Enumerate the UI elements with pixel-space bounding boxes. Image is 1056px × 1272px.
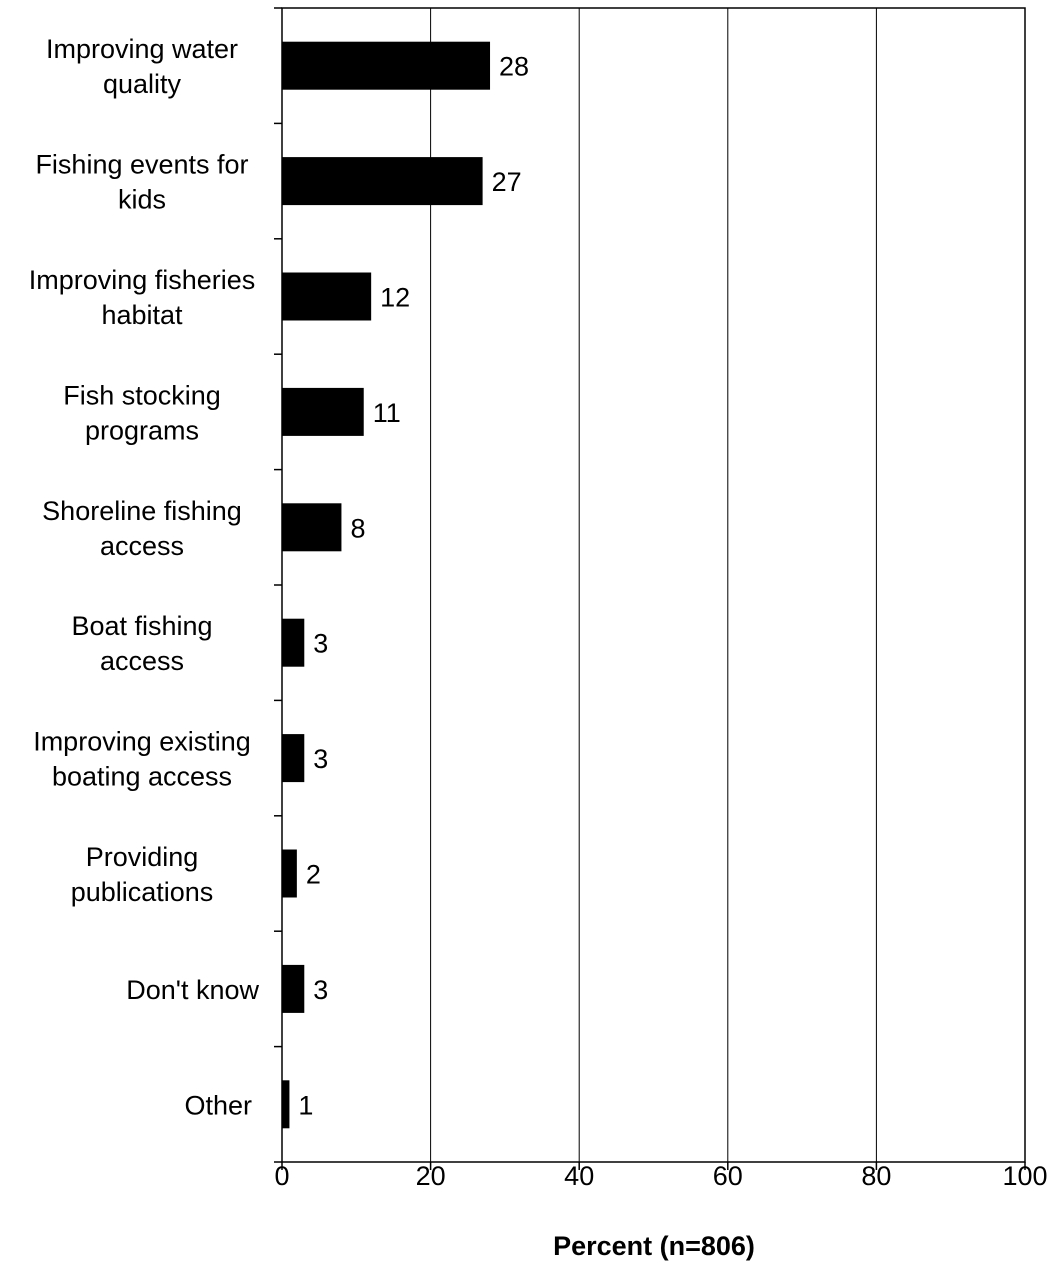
category-label-line: Don't know [126, 975, 259, 1005]
category-label: Boat fishing access [71, 611, 212, 676]
category-label-line: publications [71, 877, 214, 907]
value-label: 1 [298, 1090, 313, 1120]
x-tick-labels: 0 20 40 60 80 100 [274, 1161, 1047, 1191]
category-label-line: habitat [101, 300, 183, 330]
axes [274, 7, 1026, 1170]
x-tick-label: 0 [274, 1161, 289, 1191]
bar [282, 41, 491, 90]
bar [282, 734, 305, 783]
category-label: Shoreline fishing access [42, 496, 242, 561]
value-label: 27 [492, 167, 522, 197]
category-label-line: quality [103, 69, 182, 99]
category-label-line: Providing [86, 842, 199, 872]
category-label: Fishing events for kids [35, 150, 248, 215]
value-label: 3 [313, 975, 328, 1005]
category-label-line: kids [118, 185, 166, 215]
category-label-line: Boat fishing [71, 611, 212, 641]
x-tick-label: 80 [861, 1161, 891, 1191]
bar [282, 157, 483, 206]
category-label: Improving existing boating access [33, 727, 251, 792]
category-label-line: Improving existing [33, 727, 251, 757]
category-label-line: Shoreline fishing [42, 496, 242, 526]
category-label: Don't know [126, 975, 259, 1005]
x-axis-label: Percent (n=806) [553, 1231, 755, 1261]
category-label-line: programs [85, 415, 199, 445]
value-label: 2 [306, 860, 321, 890]
bar [282, 1080, 290, 1129]
category-label-line: Improving fisheries [29, 265, 256, 295]
bar [282, 849, 297, 898]
x-tick-label: 60 [713, 1161, 743, 1191]
gridlines [430, 8, 877, 1162]
x-tick-label: 20 [416, 1161, 446, 1191]
value-label: 28 [499, 52, 529, 82]
category-label: Fish stocking programs [63, 380, 221, 445]
category-label-line: Improving water [46, 34, 238, 64]
category-label-line: boating access [52, 762, 232, 792]
category-label: Providing publications [71, 842, 214, 907]
category-label-line: access [100, 531, 184, 561]
bars [282, 41, 491, 1129]
bar [282, 272, 372, 321]
category-labels: Improving water quality Fishing events for… [29, 34, 260, 1120]
category-label-line: Fishing events for [35, 150, 248, 180]
bar [282, 503, 342, 552]
value-label: 3 [313, 744, 328, 774]
category-label: Other [184, 1090, 252, 1120]
bar [282, 387, 364, 436]
category-label-line: Other [184, 1090, 252, 1120]
x-tick-label: 40 [564, 1161, 594, 1191]
category-label: Improving fisheries habitat [29, 265, 256, 330]
category-label-line: access [100, 646, 184, 676]
x-tick-label: 100 [1002, 1161, 1047, 1191]
bar [282, 618, 305, 667]
value-label: 3 [313, 629, 328, 659]
value-label: 8 [350, 513, 365, 543]
value-label: 12 [380, 283, 410, 313]
category-label: Improving water quality [46, 34, 238, 99]
bar [282, 964, 305, 1013]
category-label-line: Fish stocking [63, 380, 221, 410]
value-label: 11 [373, 398, 401, 428]
value-labels: 28 27 12 11 8 3 3 2 3 1 [298, 52, 529, 1121]
